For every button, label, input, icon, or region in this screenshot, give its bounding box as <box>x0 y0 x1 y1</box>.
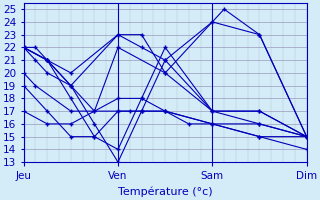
X-axis label: Température (°c): Température (°c) <box>118 187 212 197</box>
